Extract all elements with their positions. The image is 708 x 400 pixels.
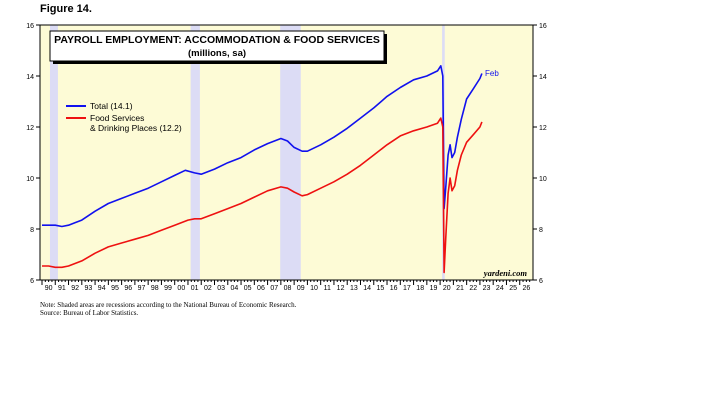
x-tick-label: 07: [270, 285, 278, 292]
x-tick-label: 10: [310, 285, 318, 292]
y-tick-label-right: 8: [539, 227, 543, 234]
y-tick-label-left: 8: [30, 227, 34, 234]
x-tick-label: 08: [284, 285, 292, 292]
y-tick-label-left: 14: [26, 74, 34, 81]
legend-label-food-line-2: & Drinking Places (12.2): [90, 123, 182, 133]
x-tick-label: 93: [85, 285, 93, 292]
x-tick-label: 01: [191, 285, 199, 292]
x-tick-label: 95: [111, 285, 119, 292]
x-tick-label: 97: [138, 285, 146, 292]
x-tick-label: 11: [324, 285, 331, 292]
x-tick-label: 24: [496, 285, 504, 292]
x-tick-label: 09: [297, 285, 305, 292]
x-tick-label: 14: [363, 285, 371, 292]
plot-frame: [39, 24, 534, 281]
y-tick-label-right: 12: [539, 125, 547, 132]
x-tick-label: 17: [403, 285, 411, 292]
x-tick-label: 96: [124, 285, 132, 292]
axis-ticks: 6 6 8 8 10 10 12 12 14 14 16 16 90 91 92 93 94 95 96 97 98 99…: [26, 23, 547, 292]
series-line-total: [42, 65, 483, 228]
x-tick-label: 16: [390, 285, 398, 292]
title-box-frame: [49, 30, 385, 62]
x-tick-label: 15: [376, 285, 384, 292]
x-tick-label: 20: [443, 285, 451, 292]
x-tick-label: 26: [522, 285, 530, 292]
y-tick-label-left: 16: [26, 23, 34, 30]
watermark: yardeni.com: [483, 268, 528, 278]
x-tick-label: 22: [469, 285, 477, 292]
title-box-shadow-bottom: [53, 61, 387, 64]
x-tick-label: 92: [71, 285, 79, 292]
y-tick-label-right: 14: [539, 74, 547, 81]
y-tick-label-left: 12: [26, 125, 34, 132]
x-tick-label: 13: [350, 285, 358, 292]
x-tick-label: 19: [430, 285, 438, 292]
x-tick-label: 06: [257, 285, 265, 292]
notes: Note: Shaded areas are recessions accord…: [40, 301, 296, 317]
series-lines: [42, 65, 483, 274]
figure-label: Figure 14.: [40, 3, 92, 15]
y-tick-label-right: 16: [539, 23, 547, 30]
note-source: Source: Bureau of Labor Statistics.: [40, 309, 139, 317]
note-recessions: Note: Shaded areas are recessions accord…: [40, 301, 297, 309]
chart-subtitle: (millions, sa): [188, 48, 246, 59]
legend: Total (14.1) Food Services & Drinking Pl…: [66, 101, 182, 133]
recession-band-1: [190, 25, 200, 280]
x-tick-label: 90: [45, 285, 53, 292]
y-tick-label-right: 10: [539, 176, 547, 183]
x-tick-label: 98: [151, 285, 159, 292]
x-tick-label: 21: [456, 285, 464, 292]
recession-band-0: [49, 25, 58, 280]
x-tick-label: 00: [177, 285, 185, 292]
x-tick-label: 18: [416, 285, 424, 292]
chart-title: PAYROLL EMPLOYMENT: ACCOMMODATION & FOOD…: [54, 34, 380, 46]
y-tick-label-left: 10: [26, 176, 34, 183]
x-tick-label: 94: [98, 285, 106, 292]
x-tick-label: 04: [231, 285, 239, 292]
y-tick-label-left: 6: [30, 278, 34, 285]
y-tick-label-right: 6: [539, 278, 543, 285]
x-tick-label: 25: [509, 285, 517, 292]
recession-band-2: [280, 25, 301, 280]
legend-label-food-line-1: Food Services: [90, 113, 144, 123]
x-tick-label: 23: [483, 285, 491, 292]
x-tick-label: 99: [164, 285, 172, 292]
title-box: PAYROLL EMPLOYMENT: ACCOMMODATION & FOOD…: [49, 30, 387, 64]
title-box-shadow-right: [384, 34, 387, 64]
x-tick-label: 91: [58, 285, 66, 292]
x-tick-label: 03: [217, 285, 225, 292]
x-tick-label: 05: [244, 285, 252, 292]
legend-label-total: Total (14.1): [90, 101, 133, 111]
x-tick-label: 02: [204, 285, 212, 292]
series-line-food: [42, 117, 483, 274]
x-tick-label: 12: [337, 285, 345, 292]
end-label-feb: Feb: [485, 69, 499, 78]
